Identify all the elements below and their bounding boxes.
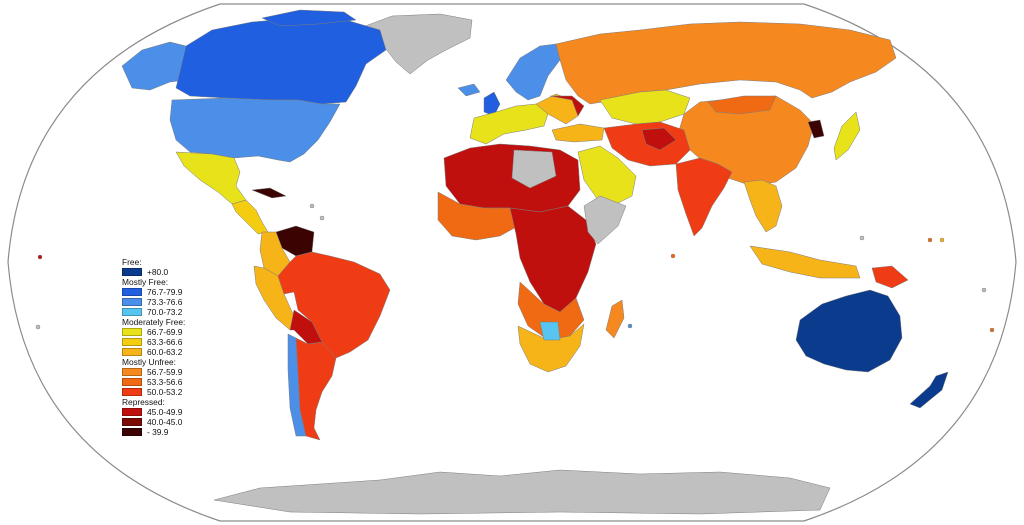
legend-row: - 39.9 [122,427,222,437]
legend-range-label: 66.7-69.9 [147,326,183,337]
island-marker [627,323,633,329]
legend-swatch [122,308,142,316]
ukraine-region [549,95,585,117]
legend-swatch [122,388,142,396]
legend-swatch [122,328,142,336]
legend-range-label: 50.0-53.2 [147,386,183,397]
legend-group-title: Mostly Free: [122,277,169,287]
botswana-region [539,321,561,341]
western-europe-region [469,103,549,145]
libya-region [511,149,557,189]
legend-row: 63.3-66.6 [122,337,222,347]
legend-swatch [122,298,142,306]
legend-row: 40.0-45.0 [122,417,222,427]
southeast-asia-region [743,179,783,233]
indonesia-region [749,245,861,279]
argentina-region [295,337,337,441]
australia-region [795,289,903,373]
island-marker [989,327,995,333]
legend-row: +80.0 [122,267,222,277]
legend-range-label: 70.0-73.2 [147,306,183,317]
island-marker [981,287,987,293]
arabia-region [577,145,637,205]
island-marker [37,254,43,260]
legend-row: 73.3-76.6 [122,297,222,307]
legend-range-label: 45.0-49.9 [147,406,183,417]
legend-swatch [122,338,142,346]
brazil-region [277,251,391,359]
legend-range-label: - 39.9 [147,426,169,437]
legend-swatch [122,408,142,416]
iceland-region [457,83,481,97]
legend-range-label: 63.3-66.6 [147,336,183,347]
island-marker [927,237,933,243]
legend-range-label: +80.0 [147,266,169,277]
legend-range-label: 53.3-56.6 [147,376,183,387]
legend-group-title: Moderately Free: [122,317,186,327]
afghanistan-region [641,127,677,151]
southern-central-africa-region [517,281,585,341]
island-marker [35,324,41,330]
legend-swatch [122,378,142,386]
india-region [675,157,733,237]
island-marker [670,253,676,259]
korea-region [807,119,825,139]
island-marker [859,235,865,241]
legend-swatch [122,428,142,436]
new-zealand-region [909,371,949,409]
legend-group-title: Repressed: [122,397,165,407]
antarctica-region [213,469,831,515]
legend-swatch [122,288,142,296]
japan-region [833,111,861,161]
legend-group-title: Mostly Unfree: [122,357,176,367]
island-marker [309,203,315,209]
legend-row: 45.0-49.9 [122,407,222,417]
legend-swatch [122,418,142,426]
united-states-region [169,97,341,163]
legend-range-label: 73.3-76.6 [147,296,183,307]
legend-row: 70.0-73.2 [122,307,222,317]
legend-range-label: 56.7-59.9 [147,366,183,377]
madagascar-region [605,299,625,339]
png-region [871,265,909,289]
legend-row: 50.0-53.2 [122,387,222,397]
turkey-region [551,123,605,143]
legend-group-title: Free: [122,257,142,267]
island-marker [319,215,325,221]
legend: Free: +80.0 Mostly Free: 76.7-79.9 73.3-76.6… [122,257,222,437]
legend-row: 60.0-63.2 [122,347,222,357]
mongolia-region [707,95,777,115]
uk-region [483,91,501,117]
legend-range-label: 76.7-79.9 [147,286,183,297]
legend-swatch [122,348,142,356]
west-africa-region [437,191,519,241]
legend-row: 56.7-59.9 [122,367,222,377]
cuba-region [251,187,287,199]
russia-region [555,21,897,105]
legend-range-label: 60.0-63.2 [147,346,183,357]
island-marker [939,237,945,243]
legend-swatch [122,268,142,276]
legend-row: 76.7-79.9 [122,287,222,297]
greenland-region [359,13,473,75]
legend-swatch [122,368,142,376]
scandinavia-region [505,43,561,101]
horn-of-africa-region [583,195,627,245]
legend-row: 66.7-69.9 [122,327,222,337]
arctic-islands-region [261,9,357,27]
legend-row: 53.3-56.6 [122,377,222,387]
legend-range-label: 40.0-45.0 [147,416,183,427]
